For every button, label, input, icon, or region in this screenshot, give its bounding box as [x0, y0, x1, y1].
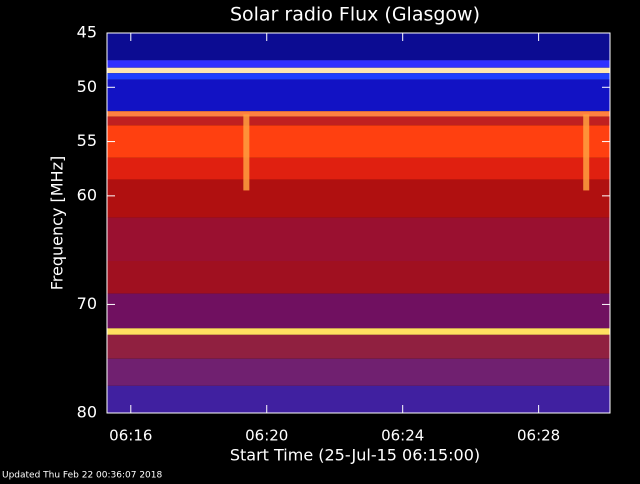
band [107, 73, 610, 80]
band [107, 217, 610, 261]
y-axis-label: Frequency [MHz] [48, 156, 67, 290]
band [107, 261, 610, 294]
y-tick-label: 55 [77, 131, 97, 150]
band [107, 157, 610, 180]
y-tick-label: 50 [77, 77, 97, 96]
band [107, 116, 610, 126]
x-tick-label: 06:28 [517, 427, 560, 445]
burst [583, 114, 590, 191]
band [107, 179, 610, 218]
band [107, 385, 610, 413]
x-axis-label: Start Time (25-Jul-15 06:15:00) [230, 446, 480, 465]
band [107, 111, 610, 117]
y-tick-label: 80 [77, 403, 97, 422]
x-tick-label: 06:20 [245, 427, 288, 445]
x-tick-label: 06:16 [109, 427, 152, 445]
band [107, 60, 610, 68]
band [107, 293, 610, 329]
y-tick-label: 70 [77, 294, 97, 313]
band [107, 125, 610, 158]
band [107, 358, 610, 386]
band [107, 334, 610, 359]
update-note: Updated Thu Feb 22 00:36:07 2018 [2, 471, 163, 481]
y-tick-label: 60 [77, 185, 97, 204]
band [107, 67, 610, 74]
plot-frame [106, 32, 611, 414]
band [107, 328, 610, 335]
band [107, 33, 610, 61]
x-tick-label: 06:24 [381, 427, 424, 445]
burst [243, 114, 250, 191]
chart-title: Solar radio Flux (Glasgow) [230, 4, 480, 26]
y-tick-label: 45 [77, 23, 97, 42]
band [107, 79, 610, 112]
